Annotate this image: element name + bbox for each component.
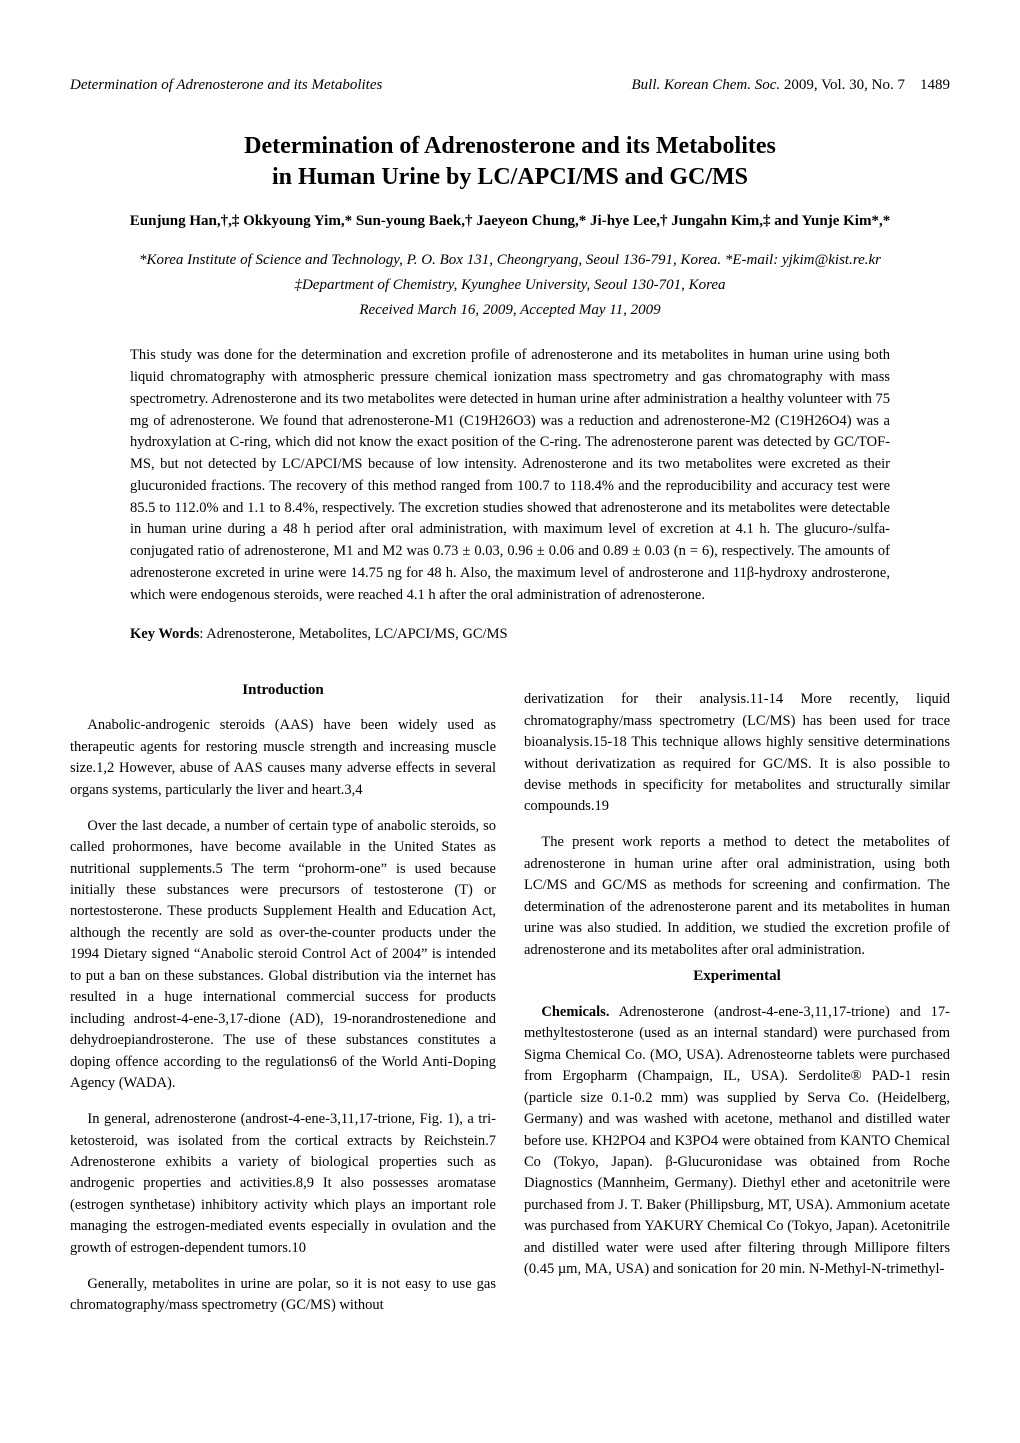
body-columns: Introduction Anabolic-androgenic steroid… (70, 675, 950, 1317)
affiliation-2: ‡Department of Chemistry, Kyunghee Unive… (70, 275, 950, 296)
journal-vol: Vol. 30, No. 7 (821, 77, 905, 93)
journal-year: 2009 (784, 77, 814, 93)
col2-para-1: derivatization for their analysis.11-14 … (524, 689, 950, 818)
chemicals-text: Adrenosterone (androst-4-ene-3,11,17-tri… (524, 1004, 950, 1277)
keywords-text: : Adrenosterone, Metabolites, LC/APCI/MS… (199, 626, 507, 642)
running-header-right: Bull. Korean Chem. Soc. 2009, Vol. 30, N… (632, 75, 950, 96)
chemicals-runin: Chemicals. (541, 1004, 609, 1020)
intro-para-2: Over the last decade, a number of certai… (70, 816, 496, 1095)
title-line-2: in Human Urine by LC/APCI/MS and GC/MS (70, 162, 950, 193)
running-header: Determination of Adrenosterone and its M… (70, 75, 950, 96)
author-list: Eunjung Han,†,‡ Okkyoung Yim,* Sun-young… (70, 211, 950, 232)
page-number: 1489 (920, 77, 950, 93)
experimental-heading: Experimental (524, 965, 950, 987)
experimental-para-1: Chemicals. Adrenosterone (androst-4-ene-… (524, 1002, 950, 1281)
journal-name: Bull. Korean Chem. Soc. (632, 77, 781, 93)
abstract-text: This study was done for the determinatio… (130, 345, 890, 606)
col2-para-2: The present work reports a method to det… (524, 832, 950, 961)
keywords: Key Words: Adrenosterone, Metabolites, L… (130, 624, 890, 644)
intro-para-1: Anabolic-androgenic steroids (AAS) have … (70, 715, 496, 801)
right-column: derivatization for their analysis.11-14 … (524, 675, 950, 1317)
running-header-left: Determination of Adrenosterone and its M… (70, 75, 382, 96)
intro-para-4: Generally, metabolites in urine are pola… (70, 1274, 496, 1317)
intro-para-3: In general, adrenosterone (androst-4-ene… (70, 1109, 496, 1259)
affiliation-1: *Korea Institute of Science and Technolo… (70, 250, 950, 271)
introduction-heading: Introduction (70, 679, 496, 701)
article-title: Determination of Adrenosterone and its M… (70, 131, 950, 193)
title-line-1: Determination of Adrenosterone and its M… (70, 131, 950, 162)
left-column: Introduction Anabolic-androgenic steroid… (70, 675, 496, 1317)
received-accepted-dates: Received March 16, 2009, Accepted May 11… (70, 300, 950, 321)
keywords-label: Key Words (130, 626, 199, 642)
